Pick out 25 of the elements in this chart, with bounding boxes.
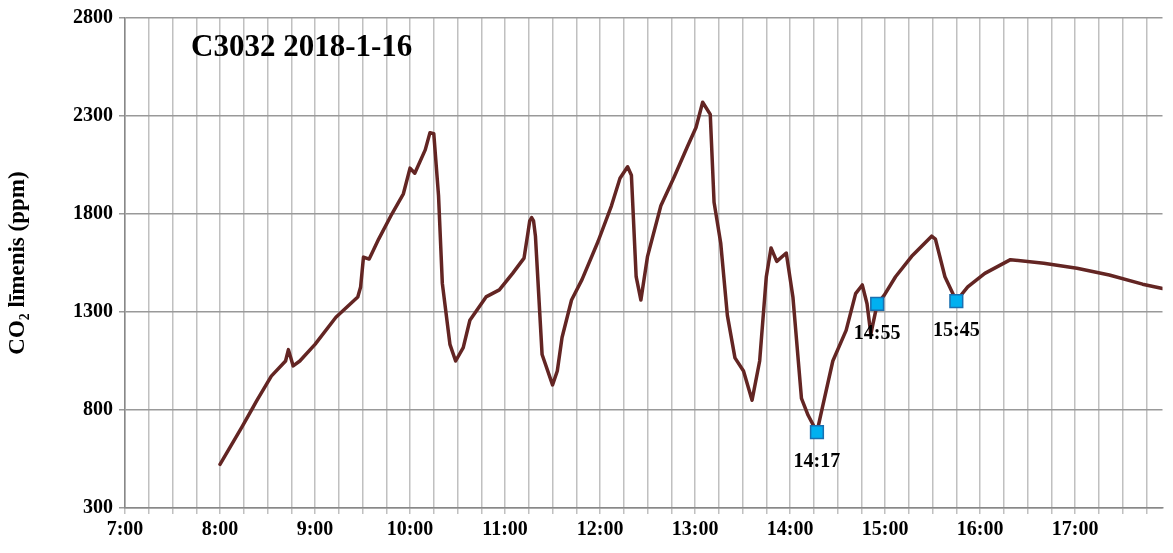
point	[809, 425, 825, 440]
annotation: 14:17	[793, 449, 841, 472]
x-tick-label: 13:00	[671, 517, 719, 540]
x-tick-label: 11:00	[482, 517, 528, 540]
y-tick-label: 800	[83, 397, 113, 420]
y-tick-label: 1800	[73, 201, 113, 224]
x-tick-label: 17:00	[1051, 517, 1099, 540]
x-tick-label: 8:00	[201, 517, 239, 540]
annotation: 15:45	[932, 318, 980, 341]
x-tick-label: 7:00	[106, 517, 144, 540]
point	[949, 293, 964, 309]
y-axis-title: CO₂ līmenis (ppm)	[3, 171, 29, 355]
point	[870, 296, 885, 311]
chart-title: C3032 2018-1-16	[191, 28, 413, 64]
annotation: 14:55	[853, 320, 901, 343]
x-tick-label: 16:00	[956, 517, 1004, 540]
x-tick-label: 10:00	[386, 517, 434, 540]
x-tick-label: 14:00	[766, 517, 814, 540]
y-tick-label: 300	[83, 495, 113, 518]
x-tick-label: 12:00	[576, 517, 624, 540]
y-tick-label: 2300	[73, 103, 113, 126]
y-tick-label: 2800	[73, 5, 113, 28]
x-tick-label: 9:00	[296, 517, 334, 540]
x-tick-label: 15:00	[861, 517, 909, 540]
y-tick-label: 1300	[73, 299, 113, 322]
